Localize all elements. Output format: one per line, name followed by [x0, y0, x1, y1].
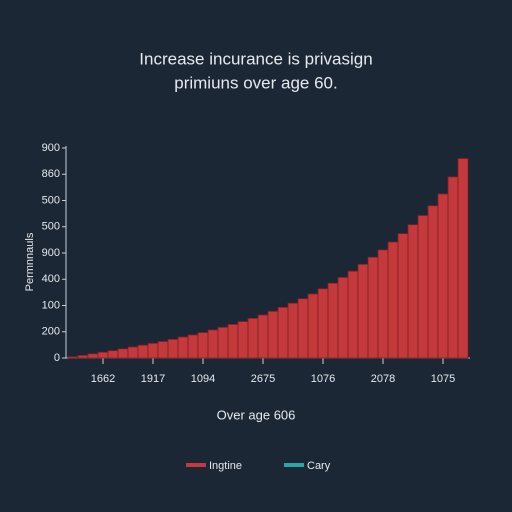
bar	[247, 317, 259, 359]
bar	[447, 176, 459, 359]
bar	[157, 341, 169, 359]
bar	[167, 338, 179, 359]
bar	[127, 346, 139, 359]
bar	[227, 323, 239, 359]
bar	[437, 193, 449, 359]
bar	[77, 354, 89, 359]
y-tick-label: 500	[42, 221, 60, 233]
bar	[187, 334, 199, 359]
bar	[337, 277, 349, 359]
bar	[457, 158, 469, 359]
y-axis-label: Permnnauls	[24, 232, 36, 291]
x-tick-label: 1094	[191, 373, 215, 385]
bar	[147, 342, 159, 359]
bar	[317, 288, 329, 359]
bar	[217, 326, 229, 359]
chart-title: Increase incurance is privasign	[139, 49, 372, 68]
legend-label: Ingtine	[209, 460, 242, 472]
bar	[357, 263, 369, 359]
x-tick-label: 2675	[251, 373, 275, 385]
bar	[67, 356, 79, 359]
bar	[267, 310, 279, 359]
chart-title: primiuns over age 60.	[174, 73, 337, 92]
bar	[417, 215, 429, 359]
bar	[367, 256, 379, 359]
bar	[307, 293, 319, 359]
bar	[257, 314, 269, 359]
y-tick-label: 900	[42, 247, 60, 259]
bar	[137, 344, 149, 359]
bar	[237, 321, 249, 359]
bar	[347, 270, 359, 359]
bar	[327, 282, 339, 359]
bar	[377, 249, 389, 359]
bar	[427, 205, 439, 359]
bar	[197, 332, 209, 359]
y-tick-label: 100	[42, 299, 60, 311]
bar	[97, 351, 109, 359]
bar	[107, 350, 119, 359]
bar	[87, 353, 99, 359]
bar	[117, 348, 129, 359]
y-tick-label: 0	[54, 352, 60, 364]
bar	[277, 306, 289, 359]
legend-swatch	[284, 463, 304, 467]
y-tick-label: 860	[42, 168, 60, 180]
x-tick-label: 1662	[91, 373, 115, 385]
legend-swatch	[186, 463, 206, 467]
x-tick-label: 1076	[311, 373, 335, 385]
y-tick-label: 500	[42, 194, 60, 206]
y-tick-label: 900	[42, 142, 60, 154]
x-axis-label: Over age 606	[217, 407, 296, 422]
legend-label: Cary	[307, 460, 331, 472]
x-tick-label: 1917	[141, 373, 165, 385]
bar	[387, 241, 399, 359]
bar	[207, 329, 219, 359]
y-tick-label: 200	[42, 326, 60, 338]
x-tick-label: 1075	[431, 373, 455, 385]
bar	[287, 302, 299, 359]
bar	[177, 336, 189, 359]
bar	[297, 298, 309, 359]
y-tick-label: 400	[42, 273, 60, 285]
x-tick-label: 2078	[371, 373, 395, 385]
bar	[407, 224, 419, 359]
bar	[397, 233, 409, 359]
